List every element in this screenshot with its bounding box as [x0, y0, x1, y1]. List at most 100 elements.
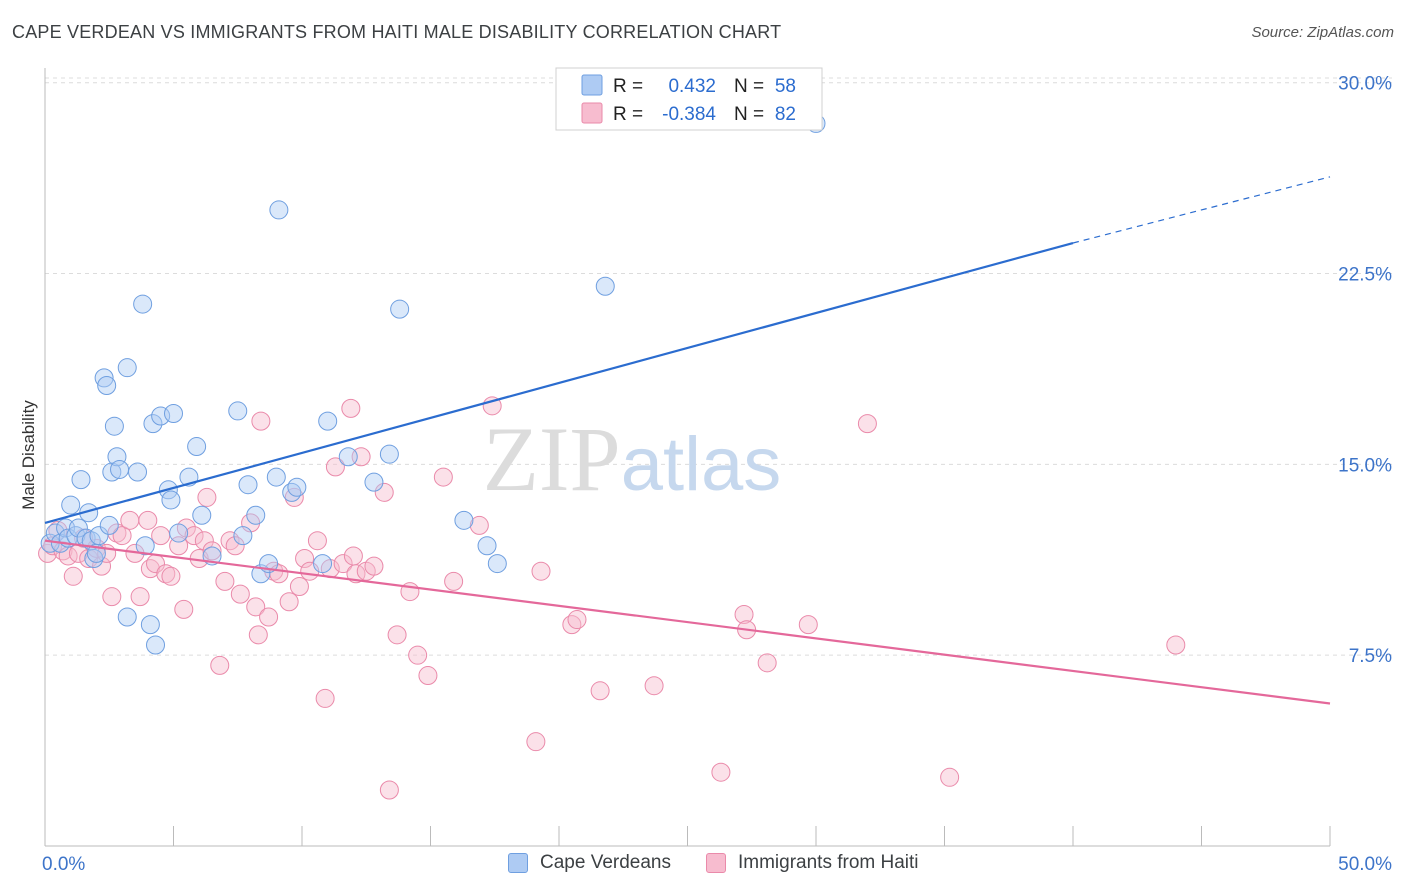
- data-point-cape-verdean: [487, 554, 507, 574]
- y-tick-label: 7.5%: [1349, 646, 1392, 667]
- data-point-haiti: [184, 526, 204, 546]
- data-point-cape-verdean: [233, 526, 253, 546]
- chart-title: CAPE VERDEAN VS IMMIGRANTS FROM HAITI MA…: [12, 22, 782, 42]
- data-point-haiti: [230, 584, 250, 604]
- data-point-cape-verdean: [246, 505, 266, 525]
- data-point-cape-verdean: [390, 299, 410, 319]
- stats-n-value: 82: [775, 104, 796, 125]
- stats-r-value: -0.384: [662, 104, 716, 125]
- data-point-haiti: [102, 587, 122, 607]
- data-point-haiti: [295, 548, 315, 568]
- stats-n-label: N =: [734, 104, 764, 125]
- watermark-atlas: atlas: [621, 422, 782, 507]
- data-point-haiti: [333, 554, 353, 574]
- stats-swatch-pink: [581, 102, 603, 124]
- data-point-haiti: [174, 599, 194, 619]
- data-point-haiti: [379, 780, 399, 800]
- legend-item-cape-verdeans: Cape Verdeans: [508, 852, 671, 874]
- data-point-haiti: [531, 561, 551, 581]
- data-point-cape-verdean: [117, 607, 137, 627]
- data-point-cape-verdean: [117, 358, 137, 378]
- data-point-haiti: [857, 414, 877, 434]
- data-point-cape-verdean: [133, 294, 153, 314]
- stats-n-label: N =: [734, 76, 764, 97]
- data-point-cape-verdean: [364, 472, 384, 492]
- data-point-haiti: [197, 487, 217, 507]
- data-point-haiti: [202, 541, 222, 561]
- data-point-cape-verdean: [269, 200, 289, 220]
- data-point-haiti: [444, 571, 464, 591]
- data-point-cape-verdean: [110, 459, 130, 479]
- data-point-cape-verdean: [107, 447, 127, 467]
- data-point-haiti: [567, 610, 587, 630]
- series-legend: Cape Verdeans Immigrants from Haiti: [0, 852, 1406, 878]
- source-label: Source: ZipAtlas.com: [1251, 24, 1394, 41]
- data-point-cape-verdean: [187, 437, 207, 457]
- y-tick-labels: 7.5% 15.0% 22.5% 30.0%: [1338, 74, 1392, 667]
- data-point-haiti: [279, 592, 299, 612]
- legend-item-haiti: Immigrants from Haiti: [706, 852, 919, 874]
- data-point-cape-verdean: [318, 411, 338, 431]
- data-point-cape-verdean: [135, 536, 155, 556]
- data-point-haiti: [289, 576, 309, 596]
- data-point-cape-verdean: [238, 475, 258, 495]
- data-point-cape-verdean: [379, 444, 399, 464]
- data-point-haiti: [590, 681, 610, 701]
- data-point-haiti: [418, 666, 438, 686]
- data-point-cape-verdean: [192, 505, 212, 525]
- data-point-cape-verdean: [282, 482, 302, 502]
- data-point-haiti: [156, 564, 176, 584]
- data-point-cape-verdean: [104, 416, 124, 436]
- data-point-haiti: [798, 615, 818, 635]
- data-point-haiti: [259, 607, 279, 627]
- legend-swatch-pink: [706, 853, 726, 873]
- data-point-haiti: [734, 604, 754, 624]
- x-tick-label: 50.0%: [1338, 854, 1392, 875]
- data-point-haiti: [644, 676, 664, 696]
- trend-line-haiti: [44, 539, 1331, 705]
- axes: [44, 68, 1331, 847]
- legend-swatch-blue: [508, 853, 528, 873]
- data-point-haiti: [140, 559, 160, 579]
- data-point-haiti: [161, 566, 181, 586]
- data-point-cape-verdean: [228, 401, 248, 421]
- data-point-haiti: [120, 510, 140, 530]
- data-point-cape-verdean: [84, 548, 104, 568]
- data-point-haiti: [307, 531, 327, 551]
- stats-legend: R = 0.432 N = 58 R = -0.384 N = 82: [555, 67, 823, 131]
- data-point-cape-verdean: [97, 375, 117, 395]
- data-point-haiti: [343, 546, 363, 566]
- data-point-haiti: [469, 515, 489, 535]
- data-point-cape-verdean: [454, 510, 474, 530]
- stats-n-value: 58: [775, 76, 796, 97]
- data-point-cape-verdean: [477, 536, 497, 556]
- data-point-cape-verdean: [161, 490, 181, 510]
- data-point-haiti: [194, 531, 214, 551]
- y-tick-label: 30.0%: [1338, 74, 1392, 95]
- data-point-haiti: [562, 615, 582, 635]
- stats-r-value: 0.432: [668, 76, 716, 97]
- data-point-haiti: [408, 645, 428, 665]
- data-point-haiti: [387, 625, 407, 645]
- data-point-cape-verdean: [164, 403, 183, 423]
- data-point-haiti: [138, 510, 158, 530]
- data-point-cape-verdean: [99, 515, 119, 535]
- data-point-haiti: [248, 625, 268, 645]
- data-point-cape-verdean: [68, 518, 88, 538]
- data-point-haiti: [112, 526, 132, 546]
- data-point-cape-verdean: [128, 462, 148, 482]
- stats-swatch-blue: [581, 74, 603, 96]
- watermark: ZIPatlas: [483, 408, 782, 510]
- data-point-cape-verdean: [143, 414, 163, 434]
- data-point-cape-verdean: [140, 615, 160, 635]
- data-point-cape-verdean: [338, 447, 358, 467]
- trend-line-cape-verdeans: [44, 241, 1074, 524]
- data-point-haiti: [210, 655, 230, 675]
- data-point-haiti: [374, 482, 394, 502]
- data-point-haiti: [341, 398, 361, 418]
- data-point-cape-verdean: [89, 526, 109, 546]
- data-point-haiti: [92, 556, 112, 576]
- data-point-cape-verdean: [595, 276, 615, 296]
- legend-label: Cape Verdeans: [540, 852, 671, 873]
